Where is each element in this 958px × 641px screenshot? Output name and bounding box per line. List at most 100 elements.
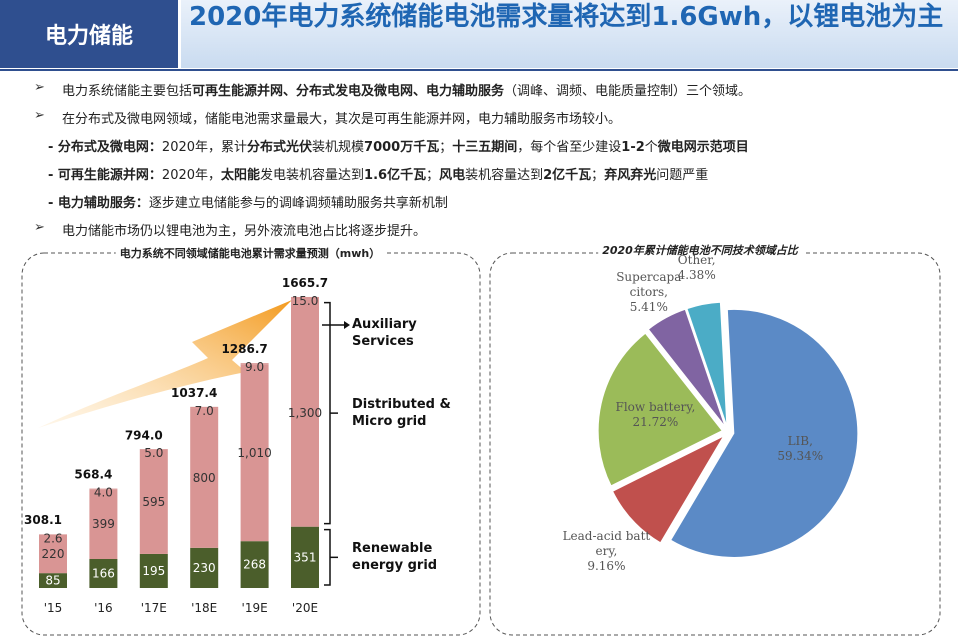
bullet: 在分布式及微电网领域，储能电池需求量最大，其次是可再生能源并网，电力辅助服务市场… — [34, 108, 622, 127]
value-label: 268 — [243, 558, 266, 572]
bar-segment — [139, 553, 168, 588]
value-label: 1,300 — [288, 406, 322, 420]
text: 在分布式及微电网领域，储能电池需求量最大，其次是可再生能源并网，电力辅助服务市场… — [62, 112, 622, 127]
bullet: - 分布式及微电网：2020年，累计分布式光伏装机规模7000万千瓦；十三五期间… — [48, 136, 749, 155]
text: 9.16% — [587, 559, 626, 574]
trend-arrow — [38, 300, 292, 428]
legend-bracket — [324, 301, 331, 525]
bar-segment — [89, 558, 118, 588]
legend-label: Distributed & Micro grid — [352, 396, 452, 430]
total-label: 1665.7 — [282, 276, 328, 290]
pie-label: LIB, 59.34% — [760, 434, 840, 464]
text: 4.38% — [677, 267, 716, 282]
text: LIB, — [787, 433, 813, 448]
pie-slice — [597, 332, 723, 487]
text: Distributed & Micro grid — [352, 397, 451, 430]
text: 微电网示范项目 — [657, 140, 749, 155]
text: - 电力辅助服务： — [48, 196, 149, 211]
text: Auxiliary Services — [352, 317, 417, 349]
title-bg — [115, 244, 385, 262]
pie-slice — [647, 308, 726, 428]
text: - 可再生能源并网： — [48, 168, 162, 183]
text: Other, — [677, 252, 716, 267]
rule — [0, 69, 958, 71]
text: Lead-acid battery, — [562, 529, 651, 559]
value-label: 85 — [45, 574, 60, 588]
value-label: 230 — [193, 561, 216, 575]
value-label: 399 — [92, 517, 115, 531]
bar-segment — [139, 449, 168, 554]
text: 问题严重 — [656, 168, 709, 183]
legend-label: Auxiliary Services — [352, 316, 482, 350]
legend-bracket — [324, 528, 331, 586]
text: Supercapacitors, — [616, 270, 682, 300]
value-label: 800 — [193, 471, 216, 485]
text: 1.6亿千瓦 — [364, 168, 427, 183]
legend-arrow — [344, 321, 350, 329]
bullet: 电力储能市场仍以锂电池为主，另外液流电池占比将逐步提升。 — [34, 220, 426, 239]
value-label: 5.0 — [144, 446, 163, 460]
value-label: 195 — [142, 564, 165, 578]
text: 5.41% — [629, 300, 668, 315]
slide-title: 2020年电力系统储能电池需求量将达到1.6Gwh，以锂电池为主 — [181, 0, 958, 68]
text: - 分布式及微电网： — [48, 140, 162, 155]
text: 太阳能 — [221, 168, 261, 183]
text: 个 — [644, 140, 658, 155]
text: 分布式光伏 — [247, 140, 313, 155]
text: 逐步建立电储能参与的调峰调频辅助服务共享新机制 — [148, 196, 448, 211]
text: 7000万千瓦 — [364, 140, 440, 155]
bar-segment — [89, 488, 118, 490]
value-label: 2.6 — [43, 531, 62, 545]
text: 发电装机容量达到 — [260, 168, 365, 183]
bar-segment — [291, 299, 319, 527]
x-tick-label: '18E — [191, 601, 217, 615]
value-label: 351 — [294, 550, 317, 564]
text: Flow battery, — [615, 399, 696, 414]
pie-label: Flow battery, 21.72% — [615, 399, 696, 430]
pie-label: Other, 4.38% — [662, 253, 732, 283]
pie-slice — [670, 308, 859, 558]
x-tick-label: '17E — [141, 601, 167, 615]
text: 2020年，累计 — [161, 140, 248, 155]
bar-segment — [139, 449, 168, 450]
x-tick-label: '16 — [94, 601, 113, 615]
total-label: 794.0 — [125, 428, 163, 442]
value-label: 220 — [42, 547, 65, 561]
text: 十三五期间 — [452, 140, 518, 155]
x-tick-label: '19E — [242, 601, 268, 615]
total-label: 568.4 — [74, 468, 112, 482]
value-label: 1,010 — [237, 446, 271, 460]
text: 装机容量达到 — [465, 168, 544, 183]
title-bg — [598, 242, 804, 259]
total-label: 1037.4 — [171, 386, 217, 400]
bar-segment — [190, 408, 219, 548]
value-label: 7.0 — [195, 404, 214, 418]
bar-segment — [39, 573, 67, 588]
text: 1-2 — [621, 140, 645, 155]
text: ； — [591, 168, 605, 183]
total-label: 1286.7 — [221, 342, 267, 356]
text: ； — [439, 140, 453, 155]
pie-label: Lead-acid battery, 9.16% — [561, 529, 651, 574]
text: 弃风弃光 — [604, 168, 657, 183]
bar-segment — [291, 526, 319, 588]
text: 2亿千瓦 — [543, 168, 592, 183]
text: 59.34% — [777, 448, 824, 463]
bullet: - 电力辅助服务：逐步建立电储能参与的调峰调频辅助服务共享新机制 — [48, 192, 448, 211]
bar-segment — [190, 406, 219, 409]
text: （调峰、调频、电能质量控制）三个领域。 — [504, 84, 752, 99]
bar-segment — [190, 547, 219, 588]
value-label: 9.0 — [245, 360, 264, 374]
bar-segment — [240, 363, 269, 365]
value-label: 595 — [142, 495, 165, 509]
chart-title: 电力系统不同领域储能电池累计需求量预测（mwh） — [120, 246, 380, 260]
bar-segment — [240, 364, 269, 542]
value-label: 4.0 — [94, 486, 113, 500]
text: 21.72% — [632, 414, 679, 429]
pie-slice — [686, 301, 728, 427]
value-label: 166 — [92, 566, 115, 580]
bar-segment — [240, 541, 269, 588]
chart-title: 2020年累计储能电池不同技术领域占比 — [602, 244, 800, 257]
